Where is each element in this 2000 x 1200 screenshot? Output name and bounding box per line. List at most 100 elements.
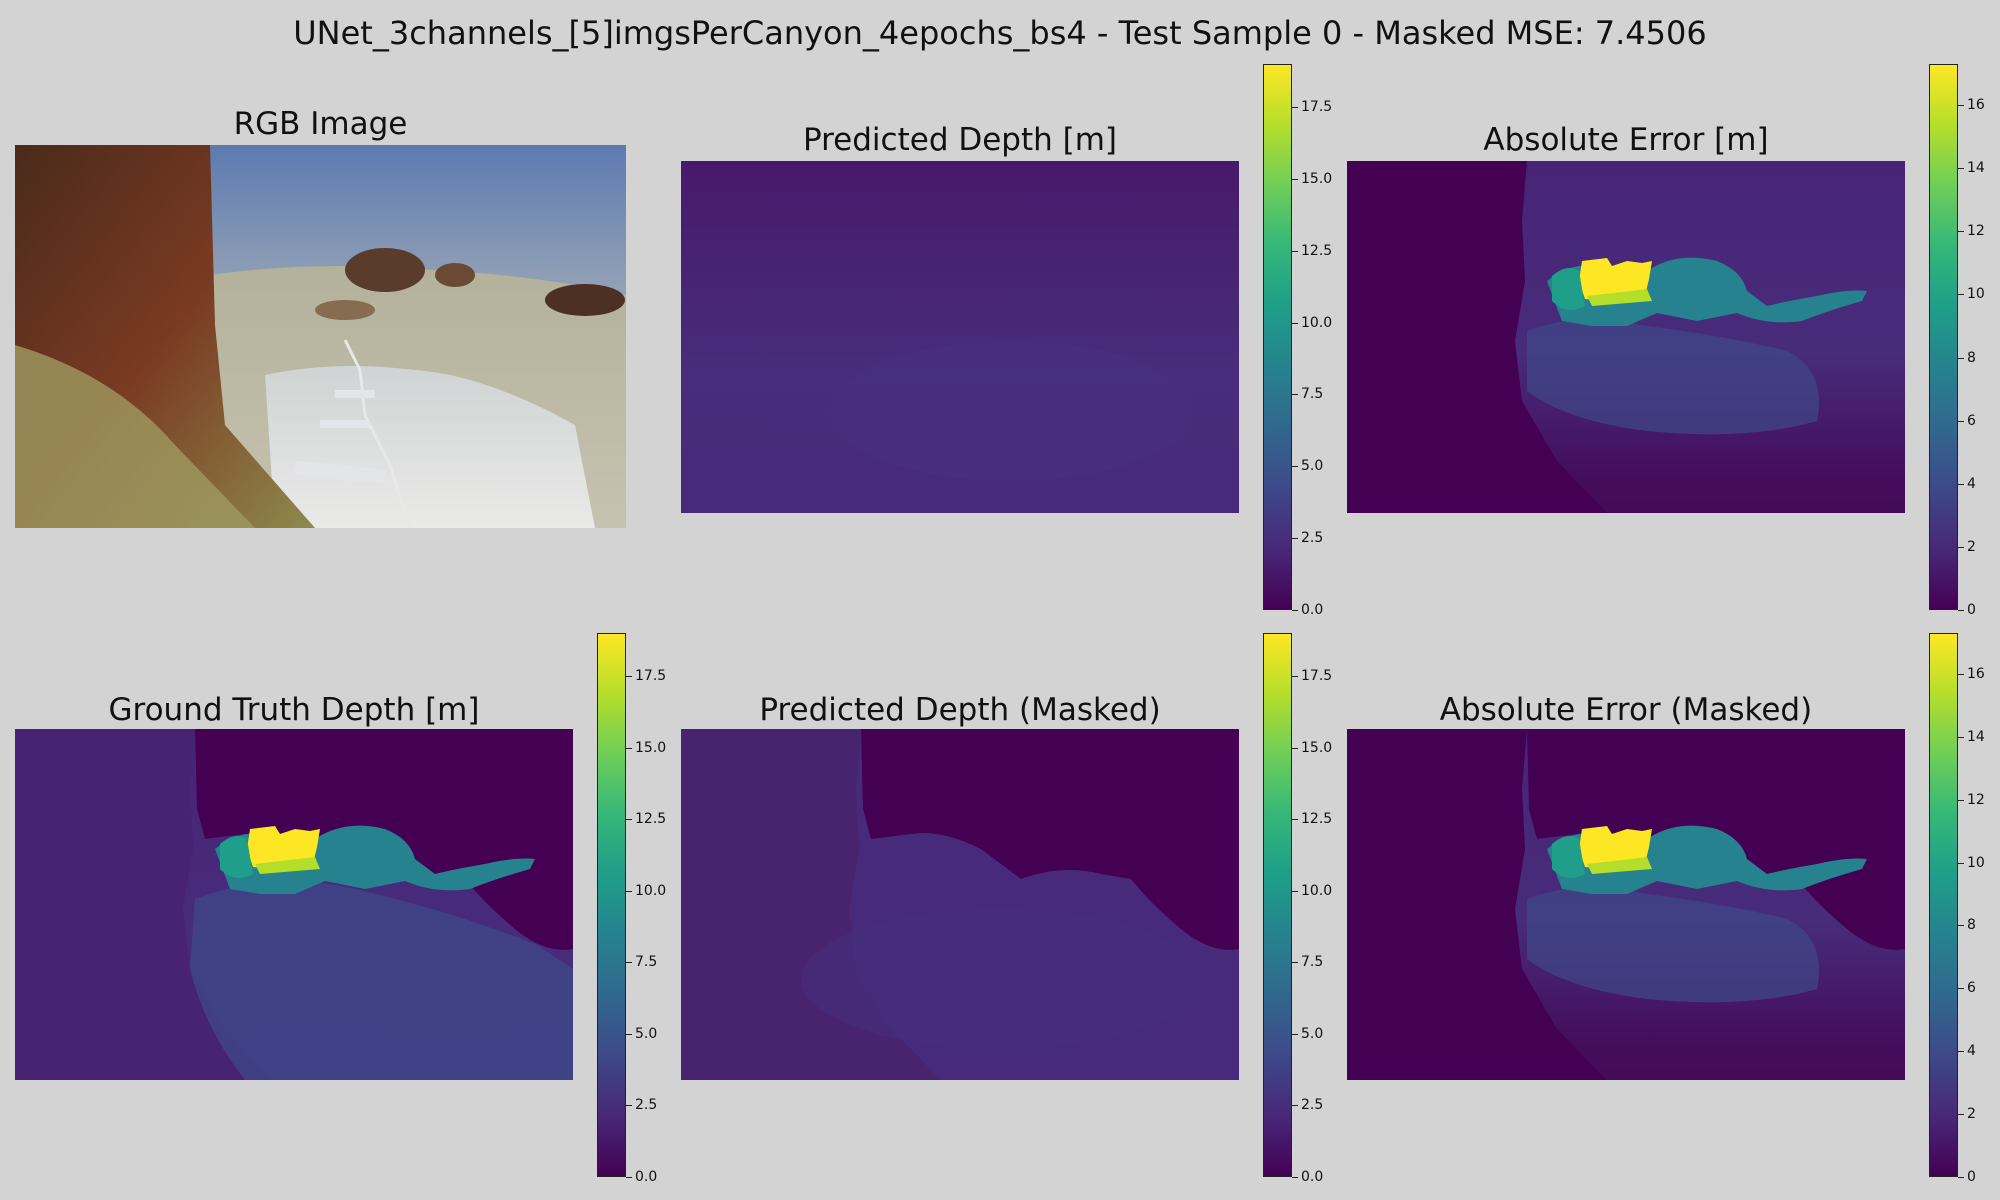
colorbar-tick-label: 7.5 [1301,954,1324,970]
colorbar-tick-mark [626,891,632,892]
colorbar-tick-mark [1292,819,1298,820]
colorbar-error-masked [1929,633,1958,1177]
colorbar-tick-label: 2 [1967,1106,1976,1122]
colorbar-tick-label: 12.5 [1301,243,1333,259]
colorbar-tick-label: 5.0 [635,1026,658,1042]
colorbar-tick-label: 12 [1967,223,1985,239]
colorbar-tick-label: 6 [1967,980,1976,996]
colorbar-tick-mark [1292,1034,1298,1035]
colorbar-tick-label: 6 [1967,413,1976,429]
colorbar-tick-label: 10.0 [1301,315,1333,331]
colorbar-tick-label: 17.5 [635,668,667,684]
colorbar-tick-mark [1958,547,1964,548]
colorbar-tick-mark [626,819,632,820]
colorbar-tick-label: 16 [1967,666,1985,682]
panel-title-error-masked: Absolute Error (Masked) [1439,692,1813,728]
colorbar-tick-mark [1292,891,1298,892]
error-masked-heatmap [1347,729,1905,1080]
colorbar-tick-label: 0 [1967,1169,1976,1185]
colorbar-tick-mark [1292,676,1298,677]
colorbar-tick-mark [626,1105,632,1106]
colorbar-tick-label: 10.0 [1301,883,1333,899]
colorbar-tick-mark [1292,538,1298,539]
colorbar-tick-label: 12 [1967,792,1985,808]
colorbar-tick-label: 8 [1967,917,1976,933]
colorbar-tick-mark [1292,1177,1298,1178]
panel-title-rgb: RGB Image [233,106,408,142]
colorbar-tick-label: 14 [1967,729,1985,745]
colorbar-tick-mark [1292,610,1298,611]
colorbar-tick-mark [1292,1105,1298,1106]
colorbar-tick-mark [1958,484,1964,485]
colorbar-tick-mark [1292,962,1298,963]
colorbar-tick-label: 0 [1967,602,1976,618]
colorbar-tick-mark [1958,863,1964,864]
colorbar-ground-truth [597,633,626,1177]
colorbar-tick-mark [1958,737,1964,738]
colorbar-tick-mark [626,676,632,677]
colorbar-tick-label: 2.5 [635,1097,658,1113]
colorbar-tick-mark [626,1034,632,1035]
colorbar-tick-label: 12.5 [635,811,667,827]
colorbar-tick-label: 2.5 [1301,530,1324,546]
colorbar-tick-label: 15.0 [1301,740,1333,756]
colorbar-tick-mark [626,962,632,963]
colorbar-tick-mark [1958,358,1964,359]
colorbar-tick-mark [1958,1051,1964,1052]
colorbar-tick-label: 15.0 [635,740,667,756]
colorbar-tick-mark [1958,231,1964,232]
colorbar-tick-label: 4 [1967,1043,1976,1059]
colorbar-predicted-masked [1263,633,1292,1177]
ground-truth-heatmap [15,729,573,1080]
colorbar-tick-mark [1958,674,1964,675]
colorbar-tick-mark [1292,179,1298,180]
colorbar-tick-label: 5.0 [1301,1026,1324,1042]
colorbar-tick-mark [1958,925,1964,926]
absolute-error-heatmap [1347,161,1905,513]
colorbar-tick-label: 0.0 [1301,1169,1324,1185]
colorbar-tick-mark [626,1177,632,1178]
colorbar-tick-label: 7.5 [635,954,658,970]
colorbar-tick-label: 10 [1967,286,1985,302]
colorbar-tick-label: 4 [1967,476,1976,492]
colorbar-tick-mark [1958,421,1964,422]
colorbar-tick-label: 2 [1967,539,1976,555]
colorbar-absolute-error [1929,64,1958,610]
colorbar-predicted-depth [1263,64,1292,610]
colorbar-tick-mark [1958,1114,1964,1115]
panel-title-predicted-depth: Predicted Depth [m] [802,122,1118,158]
predicted-depth-heatmap [681,161,1239,513]
panel-title-ground-truth: Ground Truth Depth [m] [108,692,480,728]
colorbar-tick-mark [1958,294,1964,295]
colorbar-tick-mark [1958,800,1964,801]
colorbar-tick-mark [1958,105,1964,106]
colorbar-tick-label: 16 [1967,97,1985,113]
figure-title: UNet_3channels_[5]imgsPerCanyon_4epochs_… [293,14,1707,52]
rgb-image [15,145,626,528]
colorbar-tick-mark [1292,107,1298,108]
predicted-masked-heatmap [681,729,1239,1080]
colorbar-tick-mark [1958,1177,1964,1178]
colorbar-tick-label: 5.0 [1301,458,1324,474]
colorbar-tick-label: 10 [1967,855,1985,871]
colorbar-tick-label: 0.0 [1301,602,1324,618]
colorbar-tick-label: 14 [1967,160,1985,176]
colorbar-tick-mark [1292,748,1298,749]
colorbar-tick-mark [1292,251,1298,252]
colorbar-tick-label: 0.0 [635,1169,658,1185]
colorbar-tick-label: 15.0 [1301,171,1333,187]
colorbar-tick-mark [1958,168,1964,169]
colorbar-tick-label: 2.5 [1301,1097,1324,1113]
colorbar-tick-mark [1958,988,1964,989]
colorbar-tick-label: 7.5 [1301,386,1324,402]
colorbar-tick-mark [1292,466,1298,467]
colorbar-tick-label: 10.0 [635,883,667,899]
colorbar-tick-mark [1292,323,1298,324]
colorbar-tick-label: 17.5 [1301,99,1333,115]
panel-title-absolute-error: Absolute Error [m] [1483,122,1769,158]
colorbar-tick-mark [626,748,632,749]
colorbar-tick-label: 8 [1967,350,1976,366]
colorbar-tick-label: 17.5 [1301,668,1333,684]
panel-title-predicted-masked: Predicted Depth (Masked) [759,692,1161,728]
colorbar-tick-label: 12.5 [1301,811,1333,827]
